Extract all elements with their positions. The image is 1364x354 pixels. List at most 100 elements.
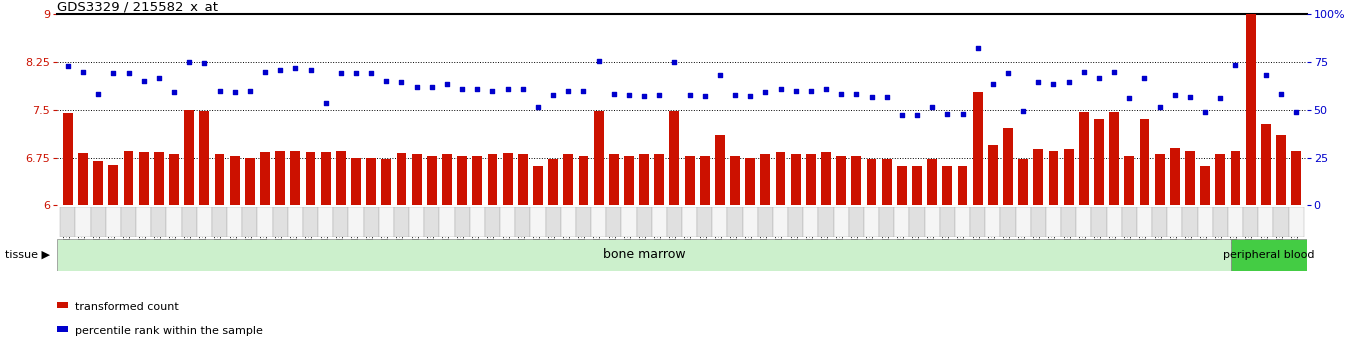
Bar: [1243, 207, 1258, 237]
Point: [754, 89, 776, 95]
Point: [967, 45, 989, 51]
Bar: [169, 154, 179, 205]
Point: [588, 58, 610, 63]
Bar: [90, 207, 106, 237]
Bar: [211, 207, 228, 237]
Bar: [667, 207, 682, 237]
Point: [1285, 109, 1307, 114]
Point: [1163, 92, 1185, 98]
Point: [1255, 72, 1277, 78]
Bar: [591, 207, 606, 237]
Bar: [487, 154, 498, 205]
Point: [466, 86, 488, 92]
Bar: [1094, 119, 1103, 205]
Bar: [791, 154, 801, 205]
Point: [269, 67, 291, 73]
Point: [72, 69, 94, 74]
Bar: [925, 207, 940, 237]
Bar: [622, 207, 637, 237]
Text: transformed count: transformed count: [75, 302, 179, 312]
Bar: [1153, 207, 1168, 237]
Bar: [1031, 207, 1046, 237]
Bar: [1139, 119, 1150, 205]
Bar: [803, 207, 818, 237]
Bar: [685, 156, 694, 205]
Point: [512, 86, 533, 92]
Bar: [1091, 207, 1106, 237]
Point: [891, 112, 913, 118]
Point: [633, 93, 655, 98]
Bar: [593, 111, 603, 205]
Bar: [166, 207, 181, 237]
Bar: [503, 153, 513, 205]
Bar: [880, 207, 895, 237]
Point: [1042, 81, 1064, 87]
Bar: [761, 154, 771, 205]
Bar: [898, 166, 907, 205]
Bar: [578, 156, 588, 205]
Bar: [1170, 148, 1180, 205]
Bar: [1034, 149, 1043, 205]
Bar: [655, 154, 664, 205]
Bar: [548, 159, 558, 205]
Bar: [670, 111, 679, 205]
Bar: [563, 154, 573, 205]
Bar: [1213, 207, 1228, 237]
Bar: [682, 207, 697, 237]
Bar: [700, 156, 709, 205]
Bar: [151, 207, 166, 237]
Bar: [276, 151, 285, 205]
Point: [982, 81, 1004, 87]
Bar: [63, 113, 72, 205]
Point: [117, 70, 139, 76]
Bar: [1106, 207, 1121, 237]
Point: [1240, 6, 1262, 12]
Point: [952, 112, 974, 117]
Point: [300, 67, 322, 73]
Bar: [214, 154, 225, 205]
Bar: [745, 158, 756, 205]
Bar: [1049, 151, 1058, 205]
Bar: [124, 151, 134, 205]
Point: [1195, 109, 1217, 114]
Point: [709, 72, 731, 78]
Point: [1103, 69, 1125, 74]
Point: [209, 88, 231, 93]
Bar: [848, 207, 863, 237]
Point: [330, 70, 352, 76]
Bar: [1275, 135, 1286, 205]
Point: [724, 92, 746, 98]
Point: [1178, 94, 1200, 100]
Bar: [1061, 207, 1076, 237]
Bar: [958, 166, 967, 205]
Point: [527, 104, 548, 109]
Point: [345, 70, 367, 76]
Point: [739, 93, 761, 98]
Bar: [516, 207, 531, 237]
Point: [315, 101, 337, 106]
Bar: [261, 153, 270, 205]
Point: [436, 81, 458, 87]
Bar: [1258, 207, 1274, 237]
Bar: [1215, 154, 1225, 205]
Point: [618, 92, 640, 98]
Point: [421, 85, 443, 90]
Bar: [409, 207, 424, 237]
Point: [1027, 80, 1049, 85]
Bar: [199, 111, 209, 205]
Bar: [742, 207, 758, 237]
Point: [254, 69, 276, 74]
Point: [603, 91, 625, 97]
Point: [831, 91, 852, 97]
Bar: [93, 161, 104, 205]
Bar: [985, 207, 1000, 237]
Bar: [75, 207, 90, 237]
Bar: [291, 151, 300, 205]
Text: peripheral blood: peripheral blood: [1224, 250, 1315, 260]
Bar: [109, 165, 119, 205]
Bar: [229, 156, 240, 205]
Bar: [715, 135, 724, 205]
Point: [1270, 91, 1292, 97]
Point: [784, 88, 806, 93]
Bar: [913, 166, 922, 205]
